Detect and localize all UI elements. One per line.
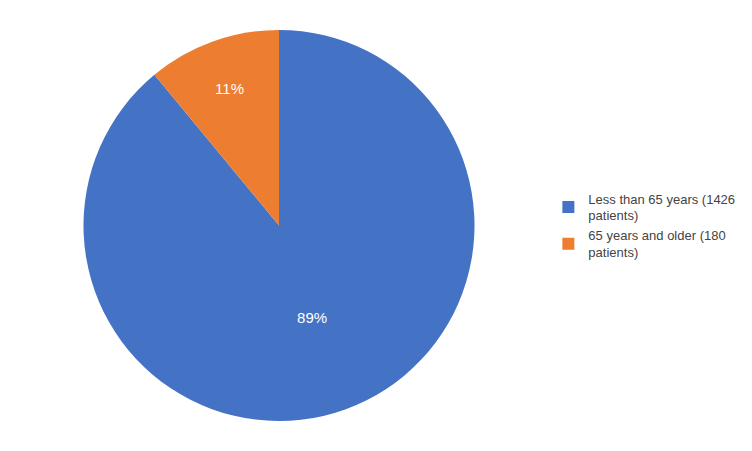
svg-text:Less than 65 years (1426patien: Less than 65 years (1426patients)	[588, 192, 735, 224]
svg-text:65 years and older (180patient: 65 years and older (180patients)	[588, 228, 725, 260]
svg-text:11%: 11%	[215, 80, 244, 97]
svg-text:89%: 89%	[297, 309, 327, 326]
